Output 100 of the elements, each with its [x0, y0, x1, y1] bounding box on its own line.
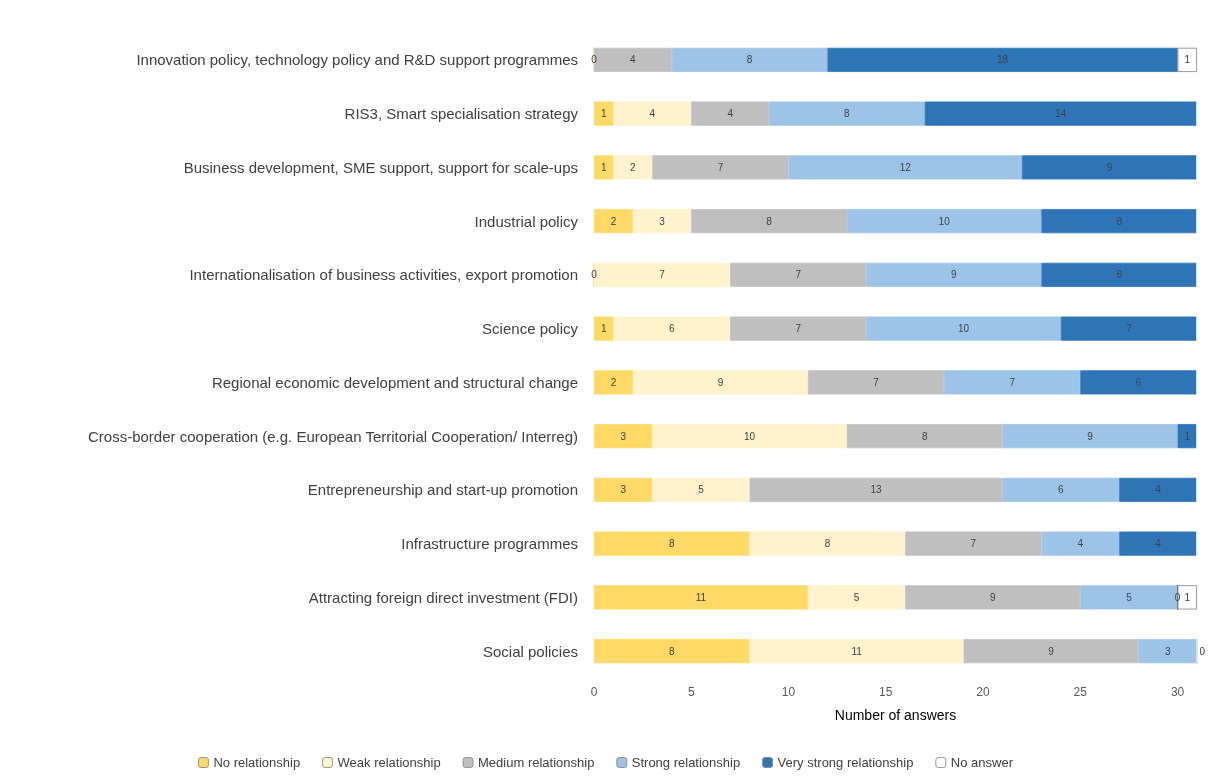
data-label: 4: [1077, 538, 1084, 550]
bar: [594, 316, 614, 341]
bar: [866, 316, 1061, 341]
data-label: 8: [766, 215, 773, 227]
bar: [1041, 262, 1197, 287]
y-tick-label: Cross-border cooperation (e.g. European Territorial Cooperation/ Interreg): [88, 427, 578, 445]
data-label: 7: [873, 376, 880, 388]
bar: [1177, 424, 1197, 449]
data-label: 8: [1116, 269, 1123, 281]
data-label: 4: [630, 54, 637, 66]
bar: [807, 370, 945, 395]
bar: [594, 155, 614, 180]
bar: [652, 477, 750, 502]
data-label: 6: [1058, 484, 1065, 496]
data-label: 4: [649, 108, 656, 120]
y-tick-label: Infrastructure programmes: [401, 535, 578, 553]
bar: [1002, 477, 1120, 502]
data-label: 8: [824, 538, 831, 550]
bar: [905, 531, 1042, 556]
bar: [652, 424, 847, 449]
data-label: 1: [600, 323, 607, 335]
data-label: 1: [600, 161, 607, 173]
data-label: 0: [591, 269, 598, 281]
bar: [1119, 477, 1197, 502]
bar: [594, 531, 750, 556]
bar: [594, 424, 653, 449]
data-label: 10: [958, 323, 970, 335]
data-label: 4: [727, 108, 734, 120]
data-label: 2: [610, 215, 617, 227]
legend-label: Medium relationship: [478, 755, 595, 770]
data-label: 1: [1184, 430, 1191, 442]
bar: [749, 531, 906, 556]
bar: [788, 155, 1022, 180]
data-label: 1: [1184, 54, 1191, 66]
y-tick-label: Science policy: [482, 320, 579, 338]
y-tick-label: Business development, SME support, support for scale-ups: [183, 158, 578, 176]
bar: [1002, 424, 1178, 449]
data-label: 10: [744, 430, 756, 442]
y-tick-label: Social policies: [482, 642, 578, 660]
bar: [671, 47, 828, 72]
data-label: 8: [1116, 215, 1123, 227]
y-tick-label: Innovation policy, technology policy and R&D support programmes: [136, 51, 578, 69]
legend-label: No relationship: [213, 755, 301, 770]
data-label: 9: [1106, 161, 1113, 173]
x-tick-label: 20: [976, 685, 991, 699]
x-tick-label: 25: [1073, 685, 1088, 699]
bar: [846, 209, 1042, 234]
data-label: 9: [1048, 645, 1055, 657]
bar: [594, 209, 633, 234]
data-label: 2: [610, 376, 617, 388]
x-tick-label: 0: [590, 685, 598, 699]
data-label: 4: [1155, 484, 1162, 496]
data-label: 7: [659, 269, 666, 281]
bar: [594, 477, 653, 502]
x-tick-label: 5: [687, 685, 695, 699]
data-label: 11: [695, 591, 707, 603]
bar: [652, 155, 789, 180]
data-label: 7: [1126, 323, 1133, 335]
bar: [1021, 155, 1197, 180]
y-tick-label: Attracting foreign direct investment (FDI): [308, 588, 578, 606]
data-label: 9: [951, 269, 958, 281]
bar: [963, 639, 1139, 664]
data-label: 11: [851, 645, 863, 657]
bar: [613, 316, 731, 341]
y-tick-label: RIS3, Smart specialisation strategy: [344, 105, 579, 123]
bar: [1041, 209, 1197, 234]
data-label: 8: [669, 645, 676, 657]
data-label: 6: [1135, 376, 1142, 388]
data-label: 9: [717, 376, 724, 388]
data-label: 3: [1165, 645, 1172, 657]
bar: [944, 370, 1081, 395]
y-tick-label: Internationalisation of business activities, export promotion: [189, 266, 578, 284]
legend-label: Weak relationship: [337, 755, 441, 770]
data-label: 3: [620, 430, 627, 442]
bar: [749, 477, 1003, 502]
data-label: 6: [669, 323, 676, 335]
y-tick-label: Entrepreneurship and start-up promotion: [307, 481, 578, 499]
data-label: 0: [1199, 645, 1206, 657]
bar: [924, 101, 1197, 126]
data-label: 5: [698, 484, 705, 496]
bar: [1177, 585, 1197, 610]
bar: [1138, 639, 1197, 664]
bar: [866, 262, 1042, 287]
data-label: 7: [970, 538, 977, 550]
data-label: 14: [1055, 108, 1067, 120]
bar: [807, 585, 906, 610]
data-label: 9: [1087, 430, 1094, 442]
bar: [613, 101, 692, 126]
legend-label: No answer: [950, 755, 1014, 770]
bar: [632, 209, 692, 234]
bar: [594, 639, 750, 664]
bar: [613, 155, 653, 180]
bar: [905, 585, 1081, 610]
bar: [1080, 370, 1197, 395]
bar: [1080, 585, 1178, 610]
data-label: 2: [630, 161, 637, 173]
bar: [1177, 47, 1197, 72]
data-label: 5: [853, 591, 860, 603]
data-label: 12: [899, 161, 912, 173]
bar: [594, 370, 633, 395]
